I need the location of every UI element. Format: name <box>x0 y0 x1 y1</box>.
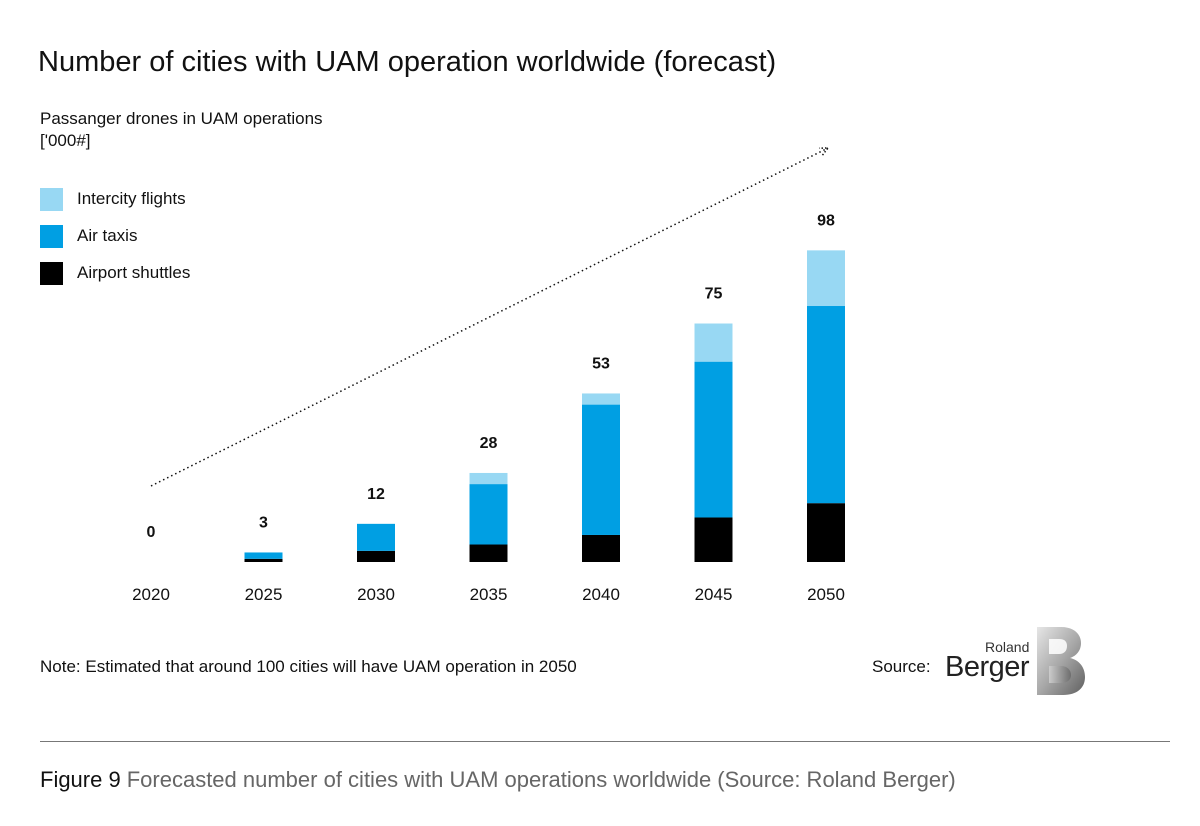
bar-air-taxis-2025 <box>244 552 283 559</box>
logo-text-roland: Roland <box>985 639 1030 655</box>
chart-title: Number of cities with UAM operation worl… <box>38 46 777 78</box>
bar-airport-shuttles-2025 <box>244 558 283 562</box>
bar-airport-shuttles-2050 <box>807 503 845 562</box>
y-axis-label-line-2: ['000#] <box>40 131 91 150</box>
roland-berger-logo: Roland Berger <box>945 625 1090 700</box>
bar-intercity-flights-2050 <box>807 250 845 307</box>
trend-arrow-head-icon <box>818 147 830 156</box>
x-tick-label-2050: 2050 <box>807 585 845 604</box>
figure-number: Figure 9 <box>40 767 121 792</box>
x-tick-label-2020: 2020 <box>132 585 170 604</box>
bar-air-taxis-2040 <box>582 404 620 535</box>
total-label-2040: 53 <box>592 355 610 372</box>
legend-item-intercity-flights: Intercity flights <box>40 187 190 211</box>
logo-text-berger: Berger <box>945 651 1030 683</box>
x-tick-label-2035: 2035 <box>470 585 508 604</box>
total-label-2030: 12 <box>367 486 385 503</box>
legend-swatch-intercity-flights <box>40 187 63 211</box>
y-axis-label-line-1: Passanger drones in UAM operations <box>40 109 323 128</box>
bar-air-taxis-2035 <box>469 484 508 545</box>
total-label-2045: 75 <box>705 286 723 303</box>
legend-swatch-air-taxis <box>40 224 63 248</box>
total-label-2025: 3 <box>259 514 268 531</box>
total-label-2035: 28 <box>480 435 498 452</box>
bar-airport-shuttles-2030 <box>357 550 395 562</box>
x-tick-label-2040: 2040 <box>582 585 620 604</box>
legend-swatch-airport-shuttles <box>40 261 63 285</box>
bar-air-taxis-2050 <box>807 306 845 504</box>
figure-caption-text: Forecasted number of cities with UAM ope… <box>126 767 956 792</box>
x-tick-label-2030: 2030 <box>357 585 395 604</box>
chart-legend: Intercity flights Air taxis Airport shut… <box>40 187 190 298</box>
source-label: Source: <box>872 657 931 676</box>
legend-label-airport-shuttles: Airport shuttles <box>77 263 191 282</box>
bar-airport-shuttles-2040 <box>582 534 620 562</box>
bar-air-taxis-2045 <box>694 361 733 518</box>
x-tick-label-2025: 2025 <box>245 585 283 604</box>
bar-intercity-flights-2035 <box>469 472 508 485</box>
legend-label-air-taxis: Air taxis <box>77 226 138 245</box>
total-label-2020: 0 <box>147 524 156 541</box>
trend-arrow-line <box>150 147 829 487</box>
caption-divider <box>40 741 1170 742</box>
bar-airport-shuttles-2035 <box>469 544 508 562</box>
roland-berger-b-mark-icon <box>1037 627 1085 695</box>
bar-airport-shuttles-2045 <box>694 517 733 562</box>
legend-item-air-taxis: Air taxis <box>40 224 190 248</box>
y-axis-label: Passanger drones in UAM operations ['000… <box>40 108 323 152</box>
total-label-2050: 98 <box>817 212 835 229</box>
bar-air-taxis-2030 <box>357 523 395 551</box>
legend-label-intercity-flights: Intercity flights <box>77 189 186 208</box>
figure-caption: Figure 9 Forecasted number of cities with… <box>40 767 956 793</box>
bar-intercity-flights-2040 <box>582 393 620 405</box>
legend-item-airport-shuttles: Airport shuttles <box>40 261 190 285</box>
x-tick-label-2045: 2045 <box>695 585 733 604</box>
stacked-bar-chart: 0 2020 3 2025 12 2030 28 2035 53 2040 75 2045 98 2050 <box>132 147 845 604</box>
chart-note: Note: Estimated that around 100 cities w… <box>40 657 577 676</box>
bar-intercity-flights-2045 <box>694 323 733 362</box>
